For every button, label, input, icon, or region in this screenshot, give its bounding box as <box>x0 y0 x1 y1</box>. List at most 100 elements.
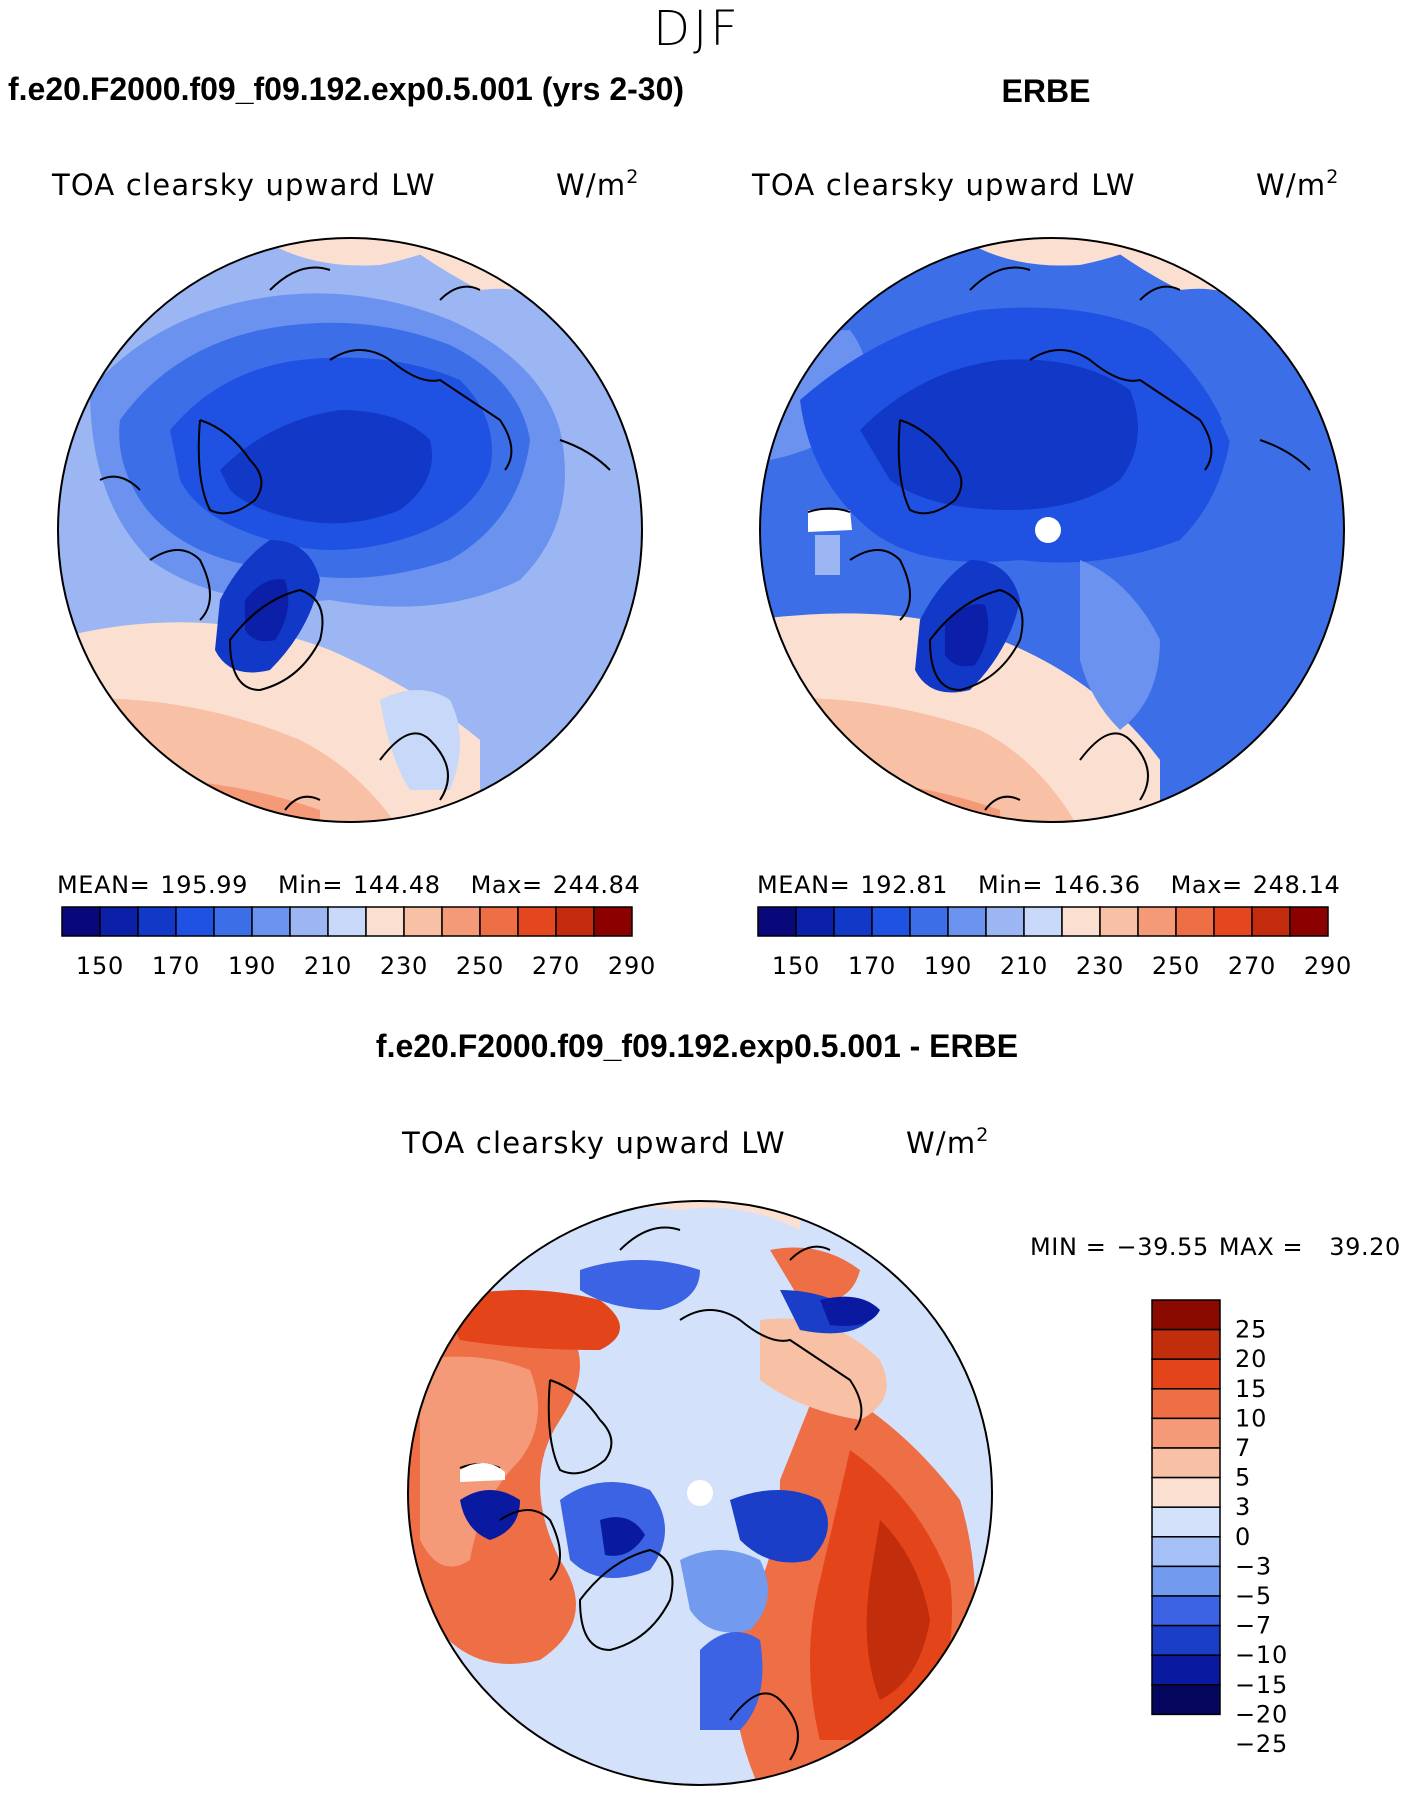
colorbar-tick-label: 190 <box>924 952 972 980</box>
colorbar-tick-label: 150 <box>772 952 820 980</box>
colorbar-swatch <box>1099 906 1139 937</box>
colorbar-swatch <box>1061 906 1101 937</box>
colorbar-tick-label: 290 <box>1304 952 1352 980</box>
colorbar-swatch <box>1151 1684 1221 1716</box>
panel-title-obs: ERBE <box>1002 73 1091 109</box>
colorbar-swatch <box>403 906 443 937</box>
colorbar-tick-label: −3 <box>1235 1552 1272 1580</box>
colorbar-swatch <box>1175 906 1215 937</box>
colorbar-tick-label: 170 <box>848 952 896 980</box>
colorbar-tick-label: −20 <box>1235 1700 1288 1728</box>
units-label-obs: W/m2 <box>1256 166 1340 202</box>
colorbar-swatch <box>479 906 519 937</box>
colorbar-swatch <box>1289 906 1329 937</box>
colorbar-tick-label: −10 <box>1235 1641 1288 1669</box>
colorbar-model: 150 170 190 210 230 250 270 290 <box>61 906 656 980</box>
colorbar-tick-label: 210 <box>1000 952 1048 980</box>
colorbar-swatch <box>1151 1565 1221 1597</box>
colorbar-tick-label: 250 <box>456 952 504 980</box>
colorbar-swatch <box>213 906 253 937</box>
colorbar-swatch <box>1151 1506 1221 1538</box>
colorbar-swatch <box>1151 1447 1221 1479</box>
colorbar-tick-label: 10 <box>1235 1404 1267 1432</box>
units-exponent-obs: 2 <box>1326 166 1339 188</box>
stats-obs: MEAN= 192.81 Min= 146.36 Max= 248.14 <box>757 871 1340 899</box>
colorbar-swatch <box>289 906 329 937</box>
colorbar-swatch <box>795 906 835 937</box>
colorbar-tick-label: 20 <box>1235 1345 1267 1373</box>
diff-min-max: MIN = −39.55 MAX = 39.20 <box>1030 1233 1401 1261</box>
colorbar-tick-label: −5 <box>1235 1582 1272 1610</box>
colorbar-swatch <box>251 906 291 937</box>
colorbar-swatch <box>985 906 1025 937</box>
colorbar-tick-label: 270 <box>532 952 580 980</box>
colorbar-tick-label: 0 <box>1235 1523 1251 1551</box>
colorbar-swatch <box>1151 1358 1221 1390</box>
colorbar-swatch <box>757 906 797 937</box>
colorbar-swatch <box>327 906 367 937</box>
units-exponent-diff: 2 <box>976 1124 989 1146</box>
colorbar-swatch <box>833 906 873 937</box>
colorbar-tick-label: −7 <box>1235 1612 1272 1640</box>
colorbar-swatch <box>1151 1595 1221 1627</box>
colorbar-swatch <box>99 906 139 937</box>
colorbar-tick-label: 25 <box>1235 1316 1267 1344</box>
panel-title-model: f.e20.F2000.f09_f09.192.exp0.5.001 (yrs … <box>8 71 684 107</box>
polar-map-model <box>57 237 643 823</box>
colorbar-swatch <box>1151 1328 1221 1360</box>
colorbar-obs: 150 170 190 210 230 250 270 290 <box>757 906 1352 980</box>
units-label-model: W/m2 <box>556 166 640 202</box>
units-label-diff: W/m2 <box>906 1124 990 1160</box>
colorbar-swatch <box>1151 1299 1221 1331</box>
colorbar-tick-label: 15 <box>1235 1375 1267 1403</box>
colorbar-swatch <box>1151 1476 1221 1508</box>
colorbar-swatch <box>1151 1624 1221 1656</box>
colorbar-swatch <box>175 906 215 937</box>
colorbar-swatch <box>137 906 177 937</box>
colorbar-tick-label: 250 <box>1152 952 1200 980</box>
colorbar-swatch <box>517 906 557 937</box>
colorbar-swatch <box>1151 1654 1221 1686</box>
colorbar-swatch <box>947 906 987 937</box>
colorbar-tick-label: 230 <box>380 952 428 980</box>
polar-map-difference <box>407 1200 993 1786</box>
colorbar-swatch <box>441 906 481 937</box>
colorbar-swatch <box>871 906 911 937</box>
variable-label-obs: TOA clearsky upward LW <box>751 168 1136 202</box>
missing-data-pole <box>1035 517 1061 543</box>
colorbar-tick-label: −25 <box>1235 1730 1288 1758</box>
variable-label-diff: TOA clearsky upward LW <box>401 1126 786 1160</box>
difference-title: f.e20.F2000.f09_f09.192.exp0.5.001 - ERB… <box>376 1028 1018 1064</box>
colorbar-tick-label: 170 <box>152 952 200 980</box>
colorbar-swatch <box>1023 906 1063 937</box>
colorbar-swatch <box>1251 906 1291 937</box>
colorbar-swatch <box>1151 1536 1221 1568</box>
missing-data-alaska <box>460 1462 505 1482</box>
colorbar-tick-label: 290 <box>608 952 656 980</box>
colorbar-swatch <box>909 906 949 937</box>
colorbar-swatch <box>1151 1417 1221 1449</box>
colorbar-tick-label: 3 <box>1235 1493 1251 1521</box>
colorbar-swatch <box>1213 906 1253 937</box>
colorbar-tick-label: 210 <box>304 952 352 980</box>
colorbar-tick-label: 190 <box>228 952 276 980</box>
colorbar-tick-label: −15 <box>1235 1671 1288 1699</box>
variable-label-model: TOA clearsky upward LW <box>51 168 436 202</box>
colorbar-tick-label: 5 <box>1235 1464 1251 1492</box>
units-exponent-model: 2 <box>626 166 639 188</box>
colorbar-tick-label: 150 <box>76 952 124 980</box>
colorbar-tick-label: 7 <box>1235 1434 1251 1462</box>
colorbar-swatch <box>555 906 595 937</box>
colorbar-swatch <box>365 906 405 937</box>
stats-model: MEAN= 195.99 Min= 144.48 Max= 244.84 <box>57 871 640 899</box>
missing-data-pole-diff <box>687 1480 713 1506</box>
colorbar-swatch <box>61 906 101 937</box>
colorbar-tick-label: 230 <box>1076 952 1124 980</box>
colorbar-tick-label: 270 <box>1228 952 1276 980</box>
polar-map-obs <box>759 237 1345 823</box>
colorbar-swatch <box>1151 1388 1221 1420</box>
colorbar-swatch <box>593 906 633 937</box>
season-title: DJF <box>653 1 741 57</box>
